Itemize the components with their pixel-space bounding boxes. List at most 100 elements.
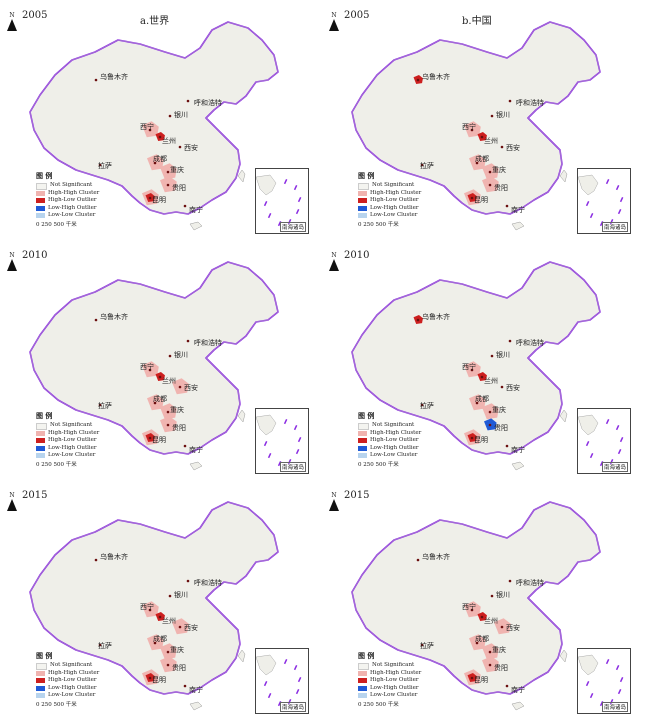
legend-swatch bbox=[358, 422, 369, 430]
city-label-xining: 西宁 bbox=[462, 123, 476, 131]
year-label: 2005 bbox=[22, 10, 48, 21]
city-dot bbox=[480, 375, 484, 379]
scale-bar: 0 250 500 千米 bbox=[36, 220, 77, 228]
inset-label: 南海诸岛 bbox=[279, 702, 306, 712]
legend-label: High-High Cluster bbox=[48, 669, 100, 676]
legend: 图 例 Not Significant High-High Cluster High-… bbox=[358, 652, 421, 699]
legend-swatch bbox=[358, 453, 367, 459]
city-dot bbox=[166, 663, 170, 667]
legend: 图 例 Not Significant High-High Cluster High-… bbox=[36, 172, 99, 219]
city-label-lanzhou: 兰州 bbox=[162, 617, 176, 625]
legend-item: Low-Low Cluster bbox=[36, 692, 99, 699]
legend-item: Not Significant bbox=[358, 182, 421, 190]
city-label-hohhot: 呼和浩特 bbox=[516, 339, 544, 347]
city-dot bbox=[470, 128, 474, 132]
legend-swatch bbox=[36, 422, 47, 430]
south-china-sea-inset: 南海诸岛 bbox=[255, 648, 309, 714]
legend-item: High-High Cluster bbox=[36, 670, 99, 677]
legend-label: Not Significant bbox=[372, 662, 415, 669]
inset-map bbox=[255, 654, 302, 707]
city-label-guiyang: 贵阳 bbox=[494, 424, 508, 432]
city-dot bbox=[480, 135, 484, 139]
city-dot bbox=[490, 594, 494, 598]
city-label-xian: 西安 bbox=[184, 144, 198, 152]
province-borders bbox=[29, 21, 279, 215]
legend-label: Low-High Outlier bbox=[48, 684, 97, 691]
legend-title: 图 例 bbox=[36, 411, 53, 420]
legend-item: Low-Low Cluster bbox=[36, 452, 99, 459]
inset-label: 南海诸岛 bbox=[601, 702, 628, 712]
legend-swatch bbox=[358, 438, 367, 444]
city-label-nanning: 南宁 bbox=[511, 206, 525, 214]
island-shape bbox=[189, 461, 203, 471]
island-shape bbox=[559, 409, 568, 423]
city-label-urumqi: 乌鲁木齐 bbox=[422, 313, 450, 321]
city-dot bbox=[168, 114, 172, 118]
legend-item: Not Significant bbox=[358, 662, 421, 670]
north-arrow-icon: N bbox=[5, 492, 19, 511]
scale-label: 0 250 500 千米 bbox=[358, 462, 399, 468]
city-dot bbox=[186, 339, 190, 343]
island-shape bbox=[511, 701, 525, 711]
city-dot bbox=[148, 196, 152, 200]
legend-label: High-Low Outlier bbox=[48, 437, 97, 444]
legend-label: Low-Low Cluster bbox=[48, 212, 96, 219]
city-dot bbox=[475, 161, 479, 165]
legend-label: Not Significant bbox=[50, 662, 93, 669]
legend-swatch bbox=[358, 693, 367, 699]
legend: 图 例 Not Significant High-High Cluster High-… bbox=[358, 412, 421, 459]
city-label-lanzhou: 兰州 bbox=[162, 377, 176, 385]
china-map bbox=[29, 261, 279, 471]
legend-swatch bbox=[358, 678, 367, 684]
city-label-yinchuan: 银川 bbox=[174, 591, 188, 599]
city-dot bbox=[183, 684, 187, 688]
legend-label: Not Significant bbox=[372, 182, 415, 189]
legend-item: Not Significant bbox=[36, 422, 99, 430]
map-panel-6: 2015 N 乌鲁木齐 呼和浩特 银川 西宁 兰州 西安 拉萨 成都 重庆 贵阳 昆明 南宁 图 例 Not … bbox=[322, 480, 640, 714]
city-label-guiyang: 贵阳 bbox=[172, 184, 186, 192]
city-label-guiyang: 贵阳 bbox=[494, 184, 508, 192]
north-label: N bbox=[9, 492, 15, 499]
city-label-nanning: 南宁 bbox=[511, 686, 525, 694]
year-label: 2015 bbox=[22, 490, 48, 501]
china-map bbox=[351, 261, 601, 471]
legend-title: 图 例 bbox=[358, 411, 375, 420]
legend-item: Low-High Outlier bbox=[358, 685, 421, 692]
legend-item: Not Significant bbox=[36, 662, 99, 670]
legend-label: Low-High Outlier bbox=[370, 204, 419, 211]
legend-swatch bbox=[36, 453, 45, 459]
city-label-hohhot: 呼和浩特 bbox=[194, 579, 222, 587]
city-label-xian: 西安 bbox=[184, 384, 198, 392]
inset-map bbox=[255, 174, 302, 227]
city-label-hohhot: 呼和浩特 bbox=[194, 339, 222, 347]
scale-bar: 0 250 500 千米 bbox=[358, 220, 399, 228]
city-dot bbox=[488, 183, 492, 187]
city-dot bbox=[505, 684, 509, 688]
city-dot bbox=[416, 78, 420, 82]
legend-label: High-High Cluster bbox=[48, 189, 100, 196]
city-dot bbox=[475, 641, 479, 645]
legend-swatch bbox=[36, 671, 45, 677]
north-arrow-icon: N bbox=[5, 252, 19, 271]
city-dot bbox=[94, 558, 98, 562]
city-dot bbox=[183, 444, 187, 448]
legend-item: High-Low Outlier bbox=[36, 437, 99, 444]
legend-label: High-High Cluster bbox=[370, 429, 422, 436]
city-dot bbox=[490, 114, 494, 118]
city-label-lhasa: 拉萨 bbox=[98, 402, 112, 410]
city-dot bbox=[508, 579, 512, 583]
legend-title: 图 例 bbox=[358, 651, 375, 660]
legend-item: Low-High Outlier bbox=[36, 205, 99, 212]
scale-label: 0 250 500 千米 bbox=[36, 462, 77, 468]
legend-item: Not Significant bbox=[36, 182, 99, 190]
legend-label: High-Low Outlier bbox=[48, 197, 97, 204]
scale-bar: 0 250 500 千米 bbox=[358, 460, 399, 468]
city-label-chengdu: 成都 bbox=[153, 395, 167, 403]
legend-label: High-Low Outlier bbox=[370, 677, 419, 684]
legend-label: High-Low Outlier bbox=[48, 677, 97, 684]
panel-title: b.中国 bbox=[462, 16, 492, 27]
legend-swatch bbox=[358, 205, 367, 211]
city-dot bbox=[158, 375, 162, 379]
legend-item: High-High Cluster bbox=[358, 190, 421, 197]
city-dot bbox=[166, 170, 170, 174]
